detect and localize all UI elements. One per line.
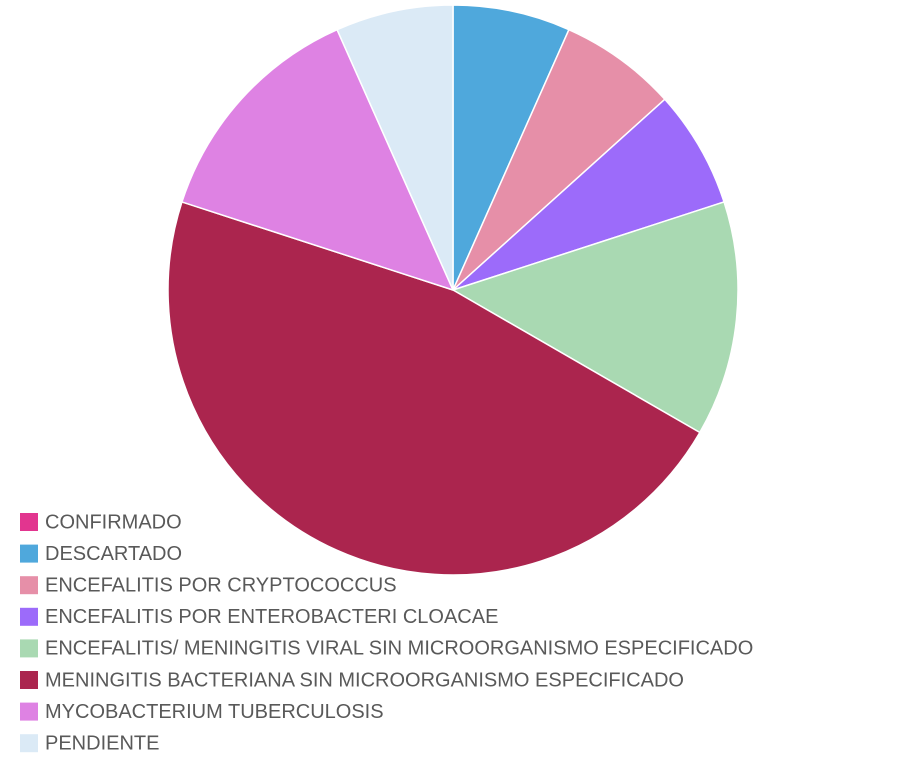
legend-label: MYCOBACTERIUM TUBERCULOSIS	[45, 701, 384, 723]
legend-label: DESCARTADO	[45, 543, 182, 565]
pie-slice	[336, 4, 454, 291]
legend-label: ENCEFALITIS/ MENINGITIS VIRAL SIN MICROO…	[45, 638, 753, 660]
legend-swatch	[20, 576, 38, 595]
pie-slice	[181, 28, 455, 292]
legend-label: ENCEFALITIS POR CRYPTOCOCCUS	[45, 574, 397, 596]
pie-slice	[451, 200, 739, 434]
pie-slice	[167, 200, 701, 576]
pie-slice	[452, 28, 666, 291]
legend-swatch	[20, 639, 38, 658]
pie-slice	[452, 98, 725, 291]
legend-swatch	[20, 607, 38, 626]
legend-label: CONFIRMADO	[45, 511, 182, 533]
legend-swatch	[20, 513, 38, 531]
legend-swatch	[20, 671, 38, 689]
legend-swatch	[20, 544, 38, 563]
legend-swatch	[20, 734, 38, 753]
legend-label: MENINGITIS BACTERIANA SIN MICROORGANISMO…	[45, 669, 684, 691]
legend-label: PENDIENTE	[45, 732, 159, 754]
legend-label: ENCEFALITIS POR ENTEROBACTERI CLOACAE	[45, 606, 498, 628]
pie-slice	[452, 4, 570, 291]
legend-swatch	[20, 702, 38, 721]
